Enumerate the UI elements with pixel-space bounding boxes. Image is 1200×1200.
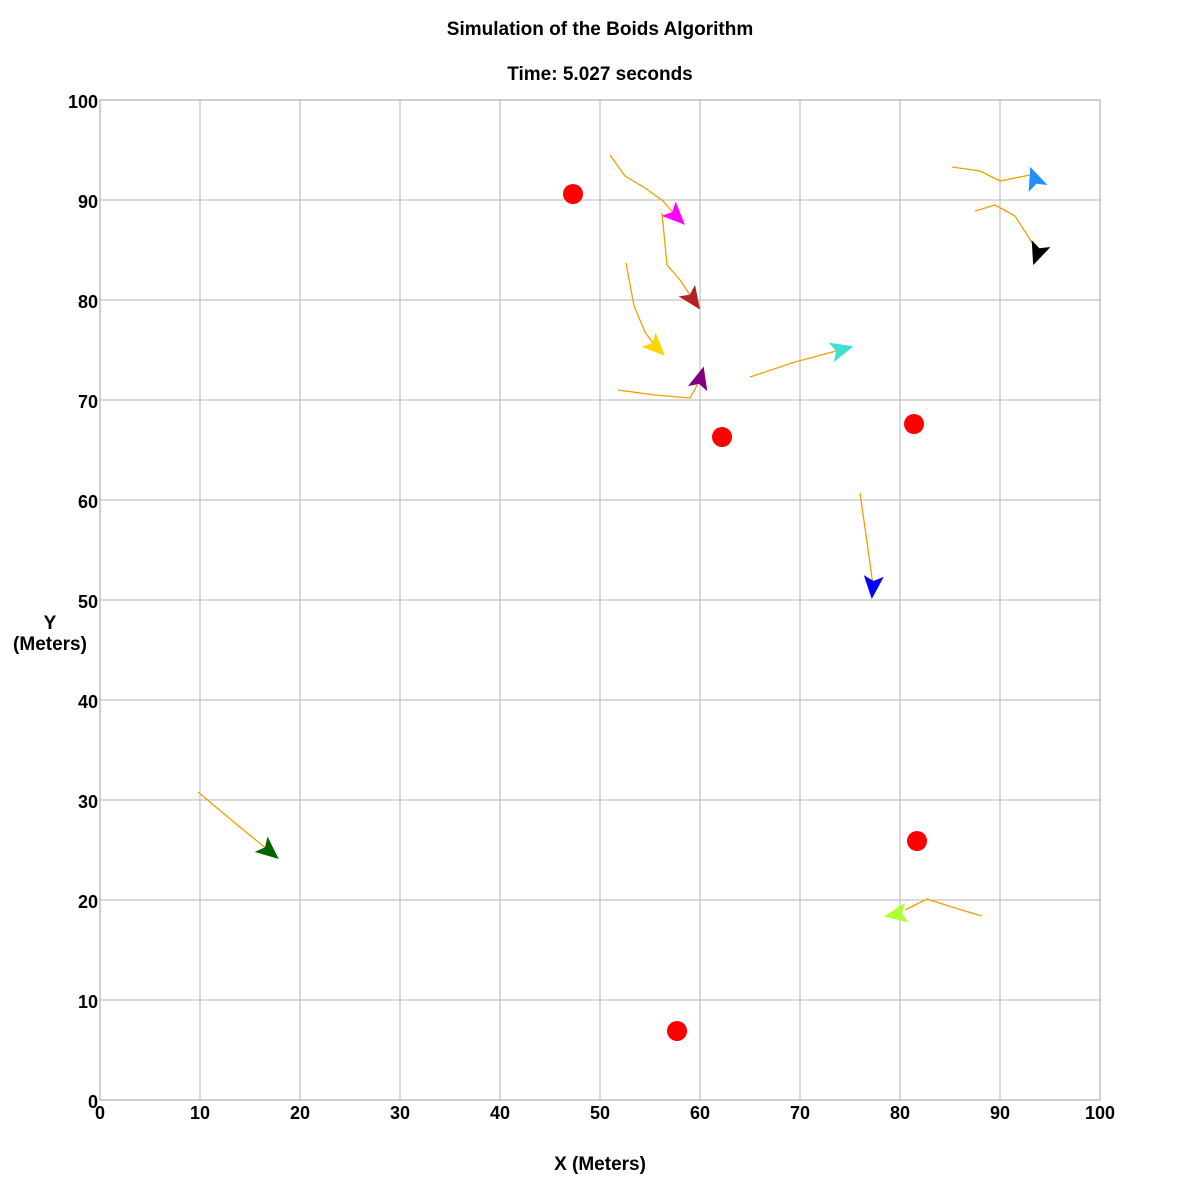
y-tick-label: 80 [78,292,98,312]
boid-trail [859,492,874,586]
boid-marker [254,836,279,859]
x-tick-labels: 0 10 20 30 40 50 60 70 80 90 100 [95,1103,1115,1123]
x-tick-label: 50 [590,1103,610,1123]
boid-arrowhead [828,342,854,362]
obstacle-marker [712,427,732,447]
plot-frame [99,99,1101,1101]
y-tick-label: 60 [78,492,98,512]
obstacle-marker [907,831,927,851]
x-tick-label: 70 [790,1103,810,1123]
chart-subtitle: Time: 5.027 seconds [507,64,693,85]
x-tick-label: 100 [1085,1103,1115,1123]
boid-marker [641,332,665,356]
boid-trail [974,204,1039,253]
boid-marker [863,575,884,599]
y-tick-label: 20 [78,892,98,912]
boid-trail [749,349,841,378]
x-tick-label: 30 [390,1103,410,1123]
y-axis-label-line-2: (Meters) [13,634,87,655]
boid-marker [661,201,685,225]
boid-marker [688,366,708,392]
y-tick-label: 70 [78,392,98,412]
boid-arrowhead [1031,240,1051,266]
obstacle-marker [667,1021,687,1041]
x-tick-label: 20 [290,1103,310,1123]
y-tick-label: 50 [78,592,98,612]
y-tick-label: 90 [78,192,98,212]
boid-marker [678,284,701,310]
grid [99,99,1101,1101]
boid-marker [1031,240,1051,266]
boid-arrowhead [641,332,665,356]
chart-title: Simulation of the Boids Algorithm [447,19,753,40]
obstacles [563,184,927,1041]
boid-arrowhead [863,575,884,599]
boid-trail [609,154,676,216]
y-tick-label: 0 [88,1092,98,1112]
x-tick-label: 10 [190,1103,210,1123]
boid-arrowhead [678,284,701,310]
boid-trail [661,212,693,299]
y-tick-label: 30 [78,792,98,812]
y-tick-label: 100 [68,92,98,112]
boid-arrowhead [688,366,708,392]
boid-marker [828,342,854,362]
boids [254,166,1051,923]
x-axis-label: X (Meters) [554,1154,646,1175]
y-tick-label: 10 [78,992,98,1012]
obstacle-marker [563,184,583,204]
boid-arrowhead [254,836,279,859]
x-tick-label: 0 [95,1103,105,1123]
boid-trail [617,379,701,399]
boid-trail [625,262,656,347]
y-tick-label: 40 [78,692,98,712]
x-tick-label: 80 [890,1103,910,1123]
boid-marker [1028,166,1048,192]
x-tick-label: 60 [690,1103,710,1123]
boid-arrowhead [884,902,909,923]
x-tick-label: 40 [490,1103,510,1123]
boid-marker [884,902,909,923]
x-tick-label: 90 [990,1103,1010,1123]
boid-trail [951,166,1031,182]
boid-trail [904,898,983,917]
obstacle-marker [904,414,924,434]
boid-trail [197,791,269,851]
y-axis-label-line-1: Y [44,613,57,634]
boid-trails [197,154,1039,917]
boid-arrowhead [661,201,685,225]
boid-arrowhead [1028,166,1048,192]
y-tick-labels: 0 10 20 30 40 50 60 70 80 90 100 [68,92,98,1112]
